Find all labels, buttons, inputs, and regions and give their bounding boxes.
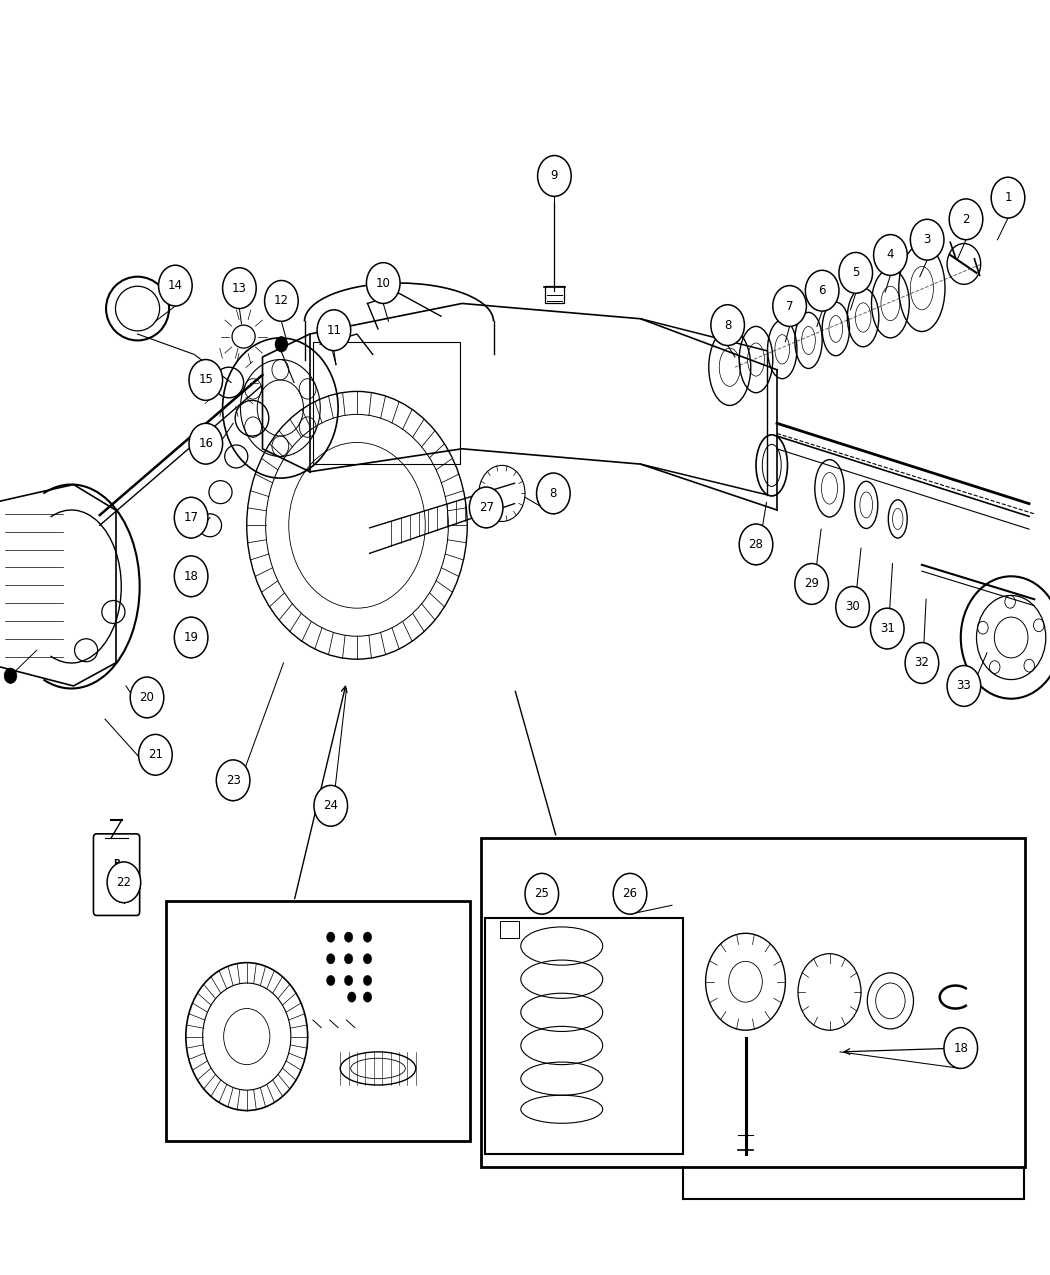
Text: 15: 15 (198, 374, 213, 386)
Circle shape (265, 280, 298, 321)
Bar (313, 342, 460, 464)
Circle shape (344, 932, 353, 942)
Text: 4: 4 (886, 249, 895, 261)
Bar (166, 901, 470, 1141)
Circle shape (348, 992, 356, 1002)
Circle shape (223, 268, 256, 309)
Text: 24: 24 (323, 799, 338, 812)
Text: 20: 20 (140, 691, 154, 704)
Text: 31: 31 (880, 622, 895, 635)
Circle shape (363, 954, 372, 964)
Text: 33: 33 (957, 680, 971, 692)
Circle shape (216, 760, 250, 801)
Text: 6: 6 (818, 284, 826, 297)
Circle shape (613, 873, 647, 914)
Circle shape (189, 423, 223, 464)
Text: R
T
V: R T V (113, 859, 120, 887)
Text: 16: 16 (198, 437, 213, 450)
Circle shape (139, 734, 172, 775)
Text: 19: 19 (184, 631, 198, 644)
Circle shape (327, 932, 335, 942)
Circle shape (159, 265, 192, 306)
Circle shape (317, 310, 351, 351)
Text: 2: 2 (962, 213, 970, 226)
Circle shape (839, 252, 873, 293)
Circle shape (327, 975, 335, 986)
Circle shape (905, 643, 939, 683)
Text: 18: 18 (184, 570, 198, 583)
Text: 22: 22 (117, 876, 131, 889)
Circle shape (739, 524, 773, 565)
Circle shape (537, 473, 570, 514)
Circle shape (327, 954, 335, 964)
Circle shape (130, 677, 164, 718)
Circle shape (910, 219, 944, 260)
Text: 8: 8 (549, 487, 558, 500)
Circle shape (949, 199, 983, 240)
Circle shape (174, 497, 208, 538)
Circle shape (363, 932, 372, 942)
Text: 25: 25 (534, 887, 549, 900)
Text: 1: 1 (1004, 191, 1012, 204)
Text: 26: 26 (623, 887, 637, 900)
Bar (545, 286, 564, 303)
Text: 7: 7 (785, 300, 794, 312)
Circle shape (363, 975, 372, 986)
Bar (481, 838, 1025, 1167)
Text: 29: 29 (804, 578, 819, 590)
Circle shape (711, 305, 744, 346)
Text: 3: 3 (923, 233, 931, 246)
Circle shape (174, 617, 208, 658)
Circle shape (344, 954, 353, 964)
Text: 27: 27 (479, 501, 493, 514)
Text: 8: 8 (723, 319, 732, 332)
Text: 28: 28 (749, 538, 763, 551)
Circle shape (189, 360, 223, 400)
Circle shape (525, 873, 559, 914)
Bar (500, 921, 519, 938)
Text: 12: 12 (274, 295, 289, 307)
Text: 9: 9 (550, 170, 559, 182)
Circle shape (947, 666, 981, 706)
Circle shape (805, 270, 839, 311)
Circle shape (363, 992, 372, 1002)
Circle shape (991, 177, 1025, 218)
Circle shape (344, 975, 353, 986)
Circle shape (773, 286, 806, 326)
Text: 5: 5 (852, 266, 860, 279)
Circle shape (836, 586, 869, 627)
Circle shape (314, 785, 348, 826)
Circle shape (874, 235, 907, 275)
Circle shape (174, 556, 208, 597)
Text: 30: 30 (845, 601, 860, 613)
Circle shape (795, 564, 828, 604)
Text: 13: 13 (232, 282, 247, 295)
Text: 32: 32 (915, 657, 929, 669)
Text: 11: 11 (327, 324, 341, 337)
Text: 21: 21 (148, 748, 163, 761)
Circle shape (469, 487, 503, 528)
Circle shape (107, 862, 141, 903)
Circle shape (275, 337, 288, 352)
Text: 10: 10 (376, 277, 391, 289)
Circle shape (870, 608, 904, 649)
Text: 18: 18 (953, 1042, 968, 1054)
Text: 23: 23 (226, 774, 240, 787)
Circle shape (538, 156, 571, 196)
Bar (485, 918, 682, 1154)
Circle shape (366, 263, 400, 303)
Text: 14: 14 (168, 279, 183, 292)
Circle shape (4, 668, 17, 683)
Circle shape (944, 1028, 978, 1068)
Text: 17: 17 (184, 511, 198, 524)
